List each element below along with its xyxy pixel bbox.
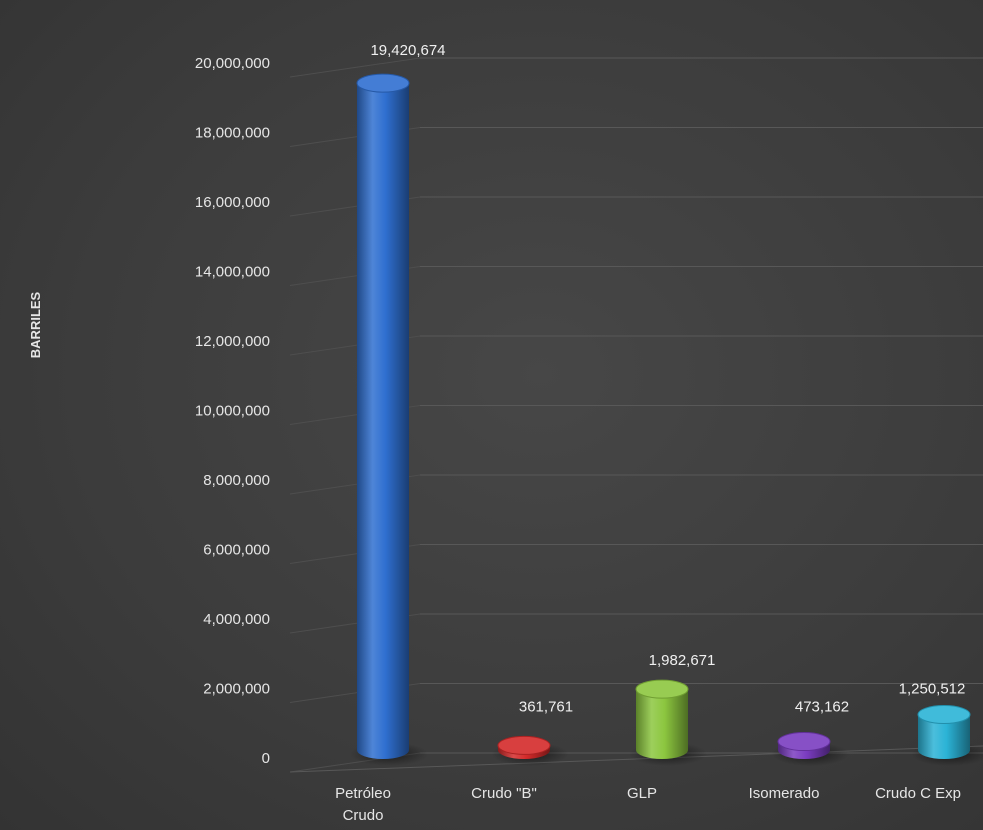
y-tick-label: 4,000,000 <box>203 611 270 628</box>
bar-top <box>777 732 831 752</box>
gridline-depth <box>289 57 421 78</box>
bar-body <box>357 83 409 759</box>
category-labels: Petróleo Crudo Crudo "B" GLP Isomerado Crudo … <box>335 785 961 824</box>
bar-body <box>918 714 970 759</box>
y-tick-label: 12,000,000 <box>195 333 270 350</box>
category-label: Petróleo <box>335 785 391 802</box>
data-label: 361,761 <box>519 698 573 715</box>
bar <box>911 705 983 766</box>
category-label: Crudo "B" <box>471 785 537 802</box>
bar <box>629 679 707 766</box>
y-tick-label: 2,000,000 <box>203 681 270 698</box>
y-tick-label: 10,000,000 <box>195 403 270 420</box>
bar-top <box>497 735 551 755</box>
y-tick-label: 18,000,000 <box>195 125 270 142</box>
data-label: 1,982,671 <box>649 652 716 669</box>
category-label: GLP <box>627 785 657 802</box>
data-label: 19,420,674 <box>370 42 445 59</box>
y-axis-ticks: 0 2,000,000 4,000,000 6,000,000 8,000,000 10,… <box>195 55 270 767</box>
category-label: Crudo <box>343 807 384 824</box>
bar <box>491 735 569 766</box>
data-label: 473,162 <box>795 699 849 716</box>
y-tick-label: 16,000,000 <box>195 194 270 211</box>
y-tick-label: 8,000,000 <box>203 472 270 489</box>
y-tick-label: 20,000,000 <box>195 55 270 72</box>
bar <box>771 732 849 766</box>
category-label: Crudo C Exp <box>875 785 961 802</box>
data-labels: 19,420,674 361,761 1,982,671 473,162 1,250,5… <box>370 42 965 715</box>
bar-top <box>917 705 971 725</box>
bar <box>350 73 428 766</box>
data-label: 1,250,512 <box>899 681 966 698</box>
bars <box>350 73 983 766</box>
y-tick-label: 0 <box>262 750 270 767</box>
y-axis-title: BARRILES <box>28 291 43 358</box>
category-label: Isomerado <box>749 785 820 802</box>
bar-body <box>636 689 688 759</box>
y-tick-label: 6,000,000 <box>203 542 270 559</box>
y-tick-label: 14,000,000 <box>195 264 270 281</box>
bar-top <box>356 73 410 93</box>
bar-top <box>635 679 689 699</box>
